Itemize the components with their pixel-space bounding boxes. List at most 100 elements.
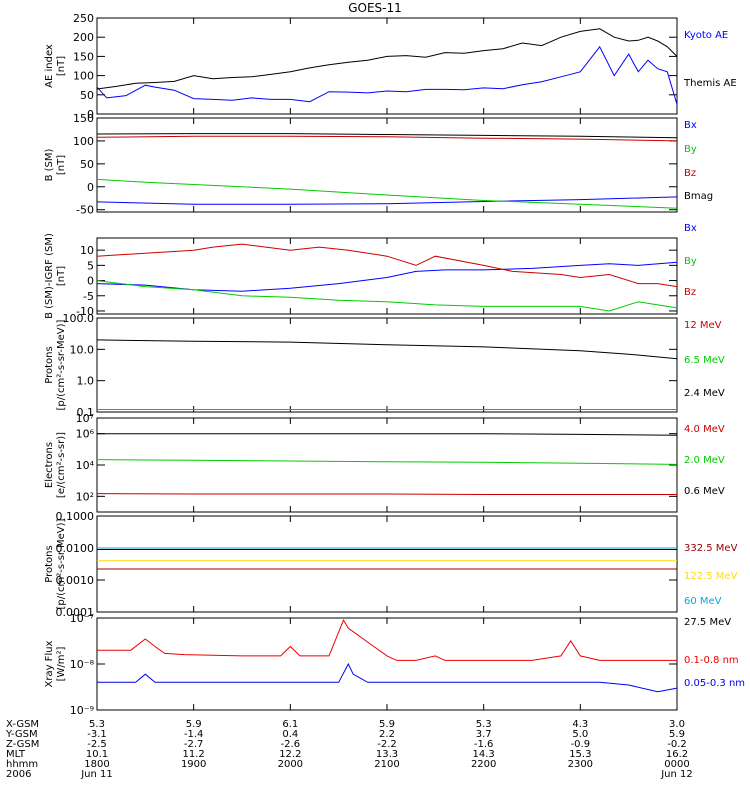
y-tick-label: 100 [73, 70, 94, 83]
legend-entry: 2.4 MeV [684, 388, 725, 399]
legend-entry: 27.5 MeV [684, 617, 731, 628]
y-axis-label: [nT] [56, 56, 67, 76]
series-line [96, 45, 678, 105]
y-axis-label: Xray Flux [44, 640, 55, 687]
y-tick-label: 10⁻⁸ [70, 658, 95, 671]
axis-table-value: 5.3 [89, 719, 105, 730]
series-line [96, 135, 678, 142]
axis-table-value: 2200 [471, 759, 496, 770]
y-axis-label: [p/(cm²-s-sr-MeV)] [56, 518, 67, 609]
panel-6: 0.0001 0.0010 0.0100 0.1000 Protons [p/(cm²-s… [44, 510, 738, 628]
y-tick-label: 10⁷ [76, 412, 94, 425]
axis-table-value: 10.1 [86, 749, 108, 760]
series-line [96, 339, 678, 360]
axis-table-value: 13.3 [376, 749, 398, 760]
legend-entry: 4.0 MeV [684, 424, 725, 435]
y-axis-label: B (SM) [44, 148, 55, 181]
y-axis-label: Electrons [44, 442, 55, 488]
series-line [96, 493, 677, 495]
series-line [97, 662, 678, 693]
y-axis-label: B (SM)-IGRF (SM) [44, 233, 55, 319]
panel-4: 0.1 1.0 10.0 100.0 Protons [p/(cm²-s-sr-MeV)]… [44, 312, 725, 419]
panel-5: 10² 10⁴ 10⁶ 10⁷ Electrons [e/(cm²-s-sr)] 4.0 M… [44, 412, 725, 513]
axis-table-value: 5.9 [186, 719, 202, 730]
y-tick-label: 0.0010 [56, 574, 95, 587]
panel-7: 10⁻⁹ 10⁻⁸ 10⁻⁷ Xray Flux [W/m²] 0.1-0.8 nm 0.0… [44, 612, 745, 717]
y-axis-label: Protons [44, 346, 55, 383]
y-tick-label: -10 [76, 305, 94, 318]
y-tick-label: 150 [73, 112, 94, 125]
panel-frame [96, 117, 678, 213]
y-tick-label: 10⁶ [76, 428, 95, 441]
y-tick-label: 50 [80, 89, 94, 102]
axis-table-value: -2.5 [87, 739, 107, 750]
axis-table-value: 11.2 [183, 749, 205, 760]
y-axis-label: [nT] [56, 266, 67, 286]
axis-table-value: 12.2 [279, 749, 301, 760]
y-tick-label: 10⁻⁷ [70, 612, 94, 625]
axis-table-value: Jun 12 [660, 769, 693, 780]
series-line [96, 196, 678, 205]
y-tick-label: 0.0100 [56, 542, 95, 555]
axis-table-value: 5.3 [476, 719, 492, 730]
y-tick-label: 0 [87, 275, 94, 288]
axis-table-value: 0.4 [282, 729, 298, 740]
axis-table-value: -2.7 [184, 739, 204, 750]
legend-entry: 122.5 MeV [684, 571, 738, 582]
axis-table-value: 16.2 [666, 749, 688, 760]
y-axis-label: Protons [44, 545, 55, 582]
legend-entry: Bmag [684, 191, 713, 202]
axis-table-value: -0.9 [571, 739, 591, 750]
axis-table-row-label: Y-GSM [5, 729, 38, 740]
series-line [96, 280, 678, 312]
y-axis-label: [W/m²] [56, 646, 67, 681]
axis-table-value: -1.4 [184, 729, 204, 740]
axis-table-value: 15.3 [569, 749, 591, 760]
y-tick-label: 0.1000 [56, 510, 95, 523]
axis-table-value: Jun 11 [80, 769, 113, 780]
legend-entry: Bz [684, 287, 696, 298]
y-tick-label: 200 [73, 31, 94, 44]
y-tick-label: 1.0 [77, 375, 95, 388]
legend-entry: 60 MeV [684, 596, 722, 607]
legend-entry: 332.5 MeV [684, 543, 738, 554]
axis-table-row-label: MLT [6, 749, 26, 760]
y-tick-label: 250 [73, 12, 94, 25]
y-axis-label: AE index [44, 44, 55, 88]
series-line [96, 133, 678, 139]
y-tick-label: 0.0001 [56, 606, 95, 619]
y-tick-label: 100 [73, 135, 94, 148]
axis-table-value: -1.6 [474, 739, 494, 750]
legend-entry: By [684, 256, 697, 267]
axis-table-value: 4.3 [572, 719, 588, 730]
axis-table-value: 1800 [84, 759, 109, 770]
series-line [97, 618, 677, 661]
y-axis-label: [nT] [56, 155, 67, 175]
panel-1: 0 50 100 150 200 250 AE index [nT] Kyoto AE Themi… [44, 12, 737, 121]
legend-entry: 2.0 MeV [684, 455, 725, 466]
y-tick-label: -50 [76, 204, 94, 217]
axis-table-row-label: 2006 [6, 769, 31, 780]
legend-entry: Kyoto AE [684, 30, 728, 41]
panel-2: -50 0 50 100 150 B (SM) [nT] Bx By Bz Bmag [44, 112, 713, 217]
axis-table-row-label: Z-GSM [6, 739, 39, 750]
legend-entry: By [684, 144, 697, 155]
y-tick-label: 10 [80, 244, 94, 257]
legend-entry: Bx [684, 223, 697, 234]
panel-3: -10 -5 0 5 10 B (SM)-IGRF (SM) [nT] Bx By Bz [44, 223, 697, 319]
axis-table-value: 6.1 [282, 719, 298, 730]
axis-table-value: 5.0 [572, 729, 588, 740]
y-tick-label: 10⁴ [76, 459, 95, 472]
axis-table-value: 3.7 [476, 729, 492, 740]
axis-table-value: -3.1 [87, 729, 107, 740]
y-tick-label: 10.0 [70, 343, 95, 356]
panel-frame [96, 317, 678, 413]
axis-table-row-label: hhmm [6, 759, 38, 770]
legend-entry: 0.1-0.8 nm [684, 655, 739, 666]
axis-table-value: 1900 [181, 759, 206, 770]
panel-frame [96, 417, 678, 513]
axis-table-value: 14.3 [473, 749, 495, 760]
axis-table-value: 5.9 [379, 719, 395, 730]
